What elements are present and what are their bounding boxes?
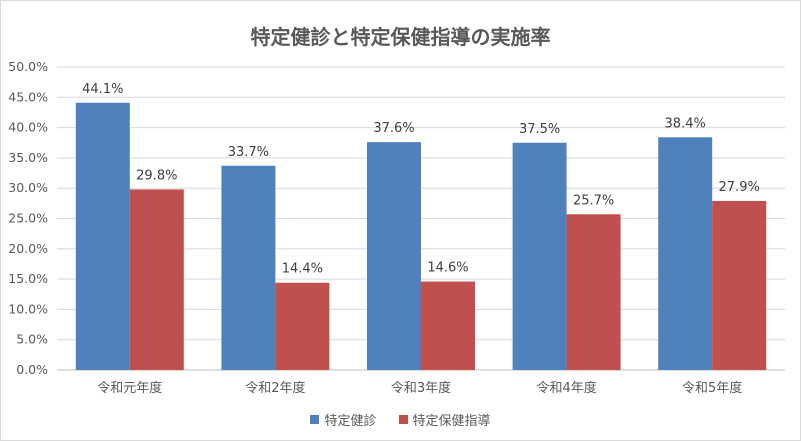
- data-label: 29.8%: [136, 168, 177, 183]
- x-category-label: 令和4年度: [536, 380, 596, 396]
- y-tick-label: 25.0%: [8, 211, 48, 226]
- x-category-label: 令和2年度: [245, 380, 305, 396]
- legend-swatch-series-2: [398, 415, 408, 424]
- x-category-label: 令和元年度: [97, 380, 162, 396]
- data-label: 14.6%: [427, 261, 468, 276]
- legend-item-series-2: 特定保健指導: [398, 410, 491, 429]
- bar-series-2: [566, 214, 621, 370]
- bar-series-1: [75, 102, 130, 370]
- y-tick-label: 20.0%: [8, 241, 48, 256]
- bar-series-2: [129, 189, 184, 370]
- bar-series-1: [221, 165, 276, 370]
- y-tick-label: 45.0%: [8, 89, 48, 104]
- y-tick-label: 15.0%: [8, 271, 48, 286]
- legend-label-series-2: 特定保健指導: [412, 414, 491, 429]
- x-category-label: 令和5年度: [682, 380, 742, 396]
- y-tick-label: 5.0%: [16, 332, 48, 347]
- y-tick-label: 35.0%: [8, 150, 48, 165]
- legend: 特定健診 特定保健指導: [1, 410, 800, 429]
- bar-series-2: [712, 200, 767, 370]
- y-tick-label: 10.0%: [8, 301, 48, 316]
- bar-series-1: [367, 142, 421, 370]
- data-label: 25.7%: [573, 193, 614, 208]
- bar-series-1: [512, 142, 567, 370]
- bar-series-2: [275, 282, 330, 370]
- bar-series-1: [658, 137, 713, 370]
- legend-swatch-series-1: [310, 415, 320, 424]
- data-label: 38.4%: [665, 116, 706, 131]
- data-label: 37.6%: [373, 121, 414, 136]
- chart-title: 特定健診と特定保健指導の実施率: [250, 25, 551, 49]
- legend-label-series-1: 特定健診: [324, 414, 377, 429]
- data-label: 27.9%: [719, 180, 760, 195]
- y-tick-label: 40.0%: [8, 120, 48, 135]
- y-tick-label: 50.0%: [8, 59, 48, 74]
- data-label: 33.7%: [228, 145, 269, 160]
- y-tick-label: 30.0%: [8, 180, 48, 195]
- y-tick-label: 0.0%: [16, 362, 48, 377]
- data-label: 37.5%: [519, 122, 560, 137]
- data-label: 44.1%: [82, 82, 123, 97]
- bar-series-2: [421, 281, 475, 370]
- x-category-label: 令和3年度: [391, 380, 451, 396]
- legend-item-series-1: 特定健診: [310, 410, 377, 429]
- data-label: 14.4%: [282, 262, 323, 277]
